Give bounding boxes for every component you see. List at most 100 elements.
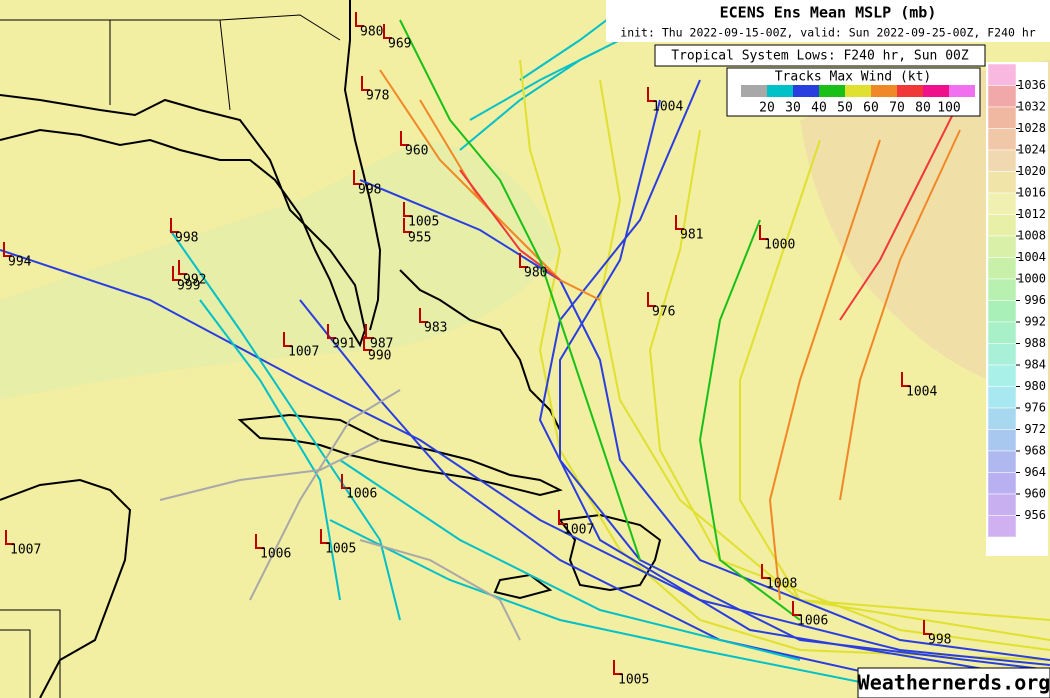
colorbar-swatch [987, 321, 1017, 344]
track [839, 99, 961, 321]
yucatan [0, 478, 132, 698]
colorbar-label: 964 [1024, 465, 1046, 479]
watermark: Weathernerds.org [858, 671, 1050, 695]
colorbar-label: 988 [1024, 336, 1046, 350]
low-symbol [383, 24, 392, 39]
low-symbol [361, 76, 370, 91]
gulf-coast [0, 94, 367, 348]
track [698, 219, 801, 621]
low-label: 1006 [797, 614, 828, 629]
wind-swatch [845, 85, 871, 97]
colorbar-swatch [987, 386, 1017, 409]
colorbar-label: 1004 [1017, 250, 1046, 264]
colorbar-swatch [987, 149, 1017, 172]
track [359, 179, 1050, 661]
wind-legend-title: Tracks Max Wind (kt) [775, 70, 932, 85]
colorbar-label: 972 [1024, 422, 1046, 436]
colorbar-swatch [987, 214, 1017, 237]
colorbar-swatch [987, 300, 1017, 323]
wind-swatch [897, 85, 923, 97]
track [339, 459, 801, 661]
low-label: 990 [368, 349, 391, 364]
low-label: 991 [332, 337, 355, 352]
colorbar-swatch [987, 493, 1017, 516]
track [379, 69, 561, 281]
low-label: 994 [8, 255, 32, 270]
track [648, 129, 1050, 651]
subtitle: init: Thu 2022-09-15-00Z, valid: Sun 202… [620, 26, 1035, 40]
colorbar-label: 980 [1024, 379, 1046, 393]
colorbar-swatch [987, 364, 1017, 387]
tracks [0, 9, 1050, 691]
wind-swatch [923, 85, 949, 97]
colorbar-swatch [987, 192, 1017, 215]
track [469, 49, 601, 121]
wind-label: 40 [811, 101, 827, 116]
track [538, 79, 1050, 681]
track [459, 169, 561, 281]
wind-swatch [793, 85, 819, 97]
colorbar-swatch [987, 472, 1017, 495]
low-symbol [353, 170, 362, 185]
low-symbol [419, 308, 428, 323]
low-label: 976 [652, 305, 675, 320]
low-label: 992 [183, 273, 206, 288]
low-symbol [403, 218, 412, 233]
low-symbol [327, 324, 336, 339]
colorbar-label: 976 [1024, 401, 1046, 415]
colorbar-swatch [987, 343, 1017, 366]
track [169, 229, 401, 621]
track [839, 129, 961, 501]
wind-label: 50 [837, 101, 853, 116]
low-label: 987 [370, 337, 393, 352]
low-symbol [403, 202, 412, 217]
low-label: 1006 [260, 547, 291, 562]
wind-label: 80 [915, 101, 931, 116]
low-symbol [363, 336, 372, 351]
colorbar-label: 1036 [1017, 78, 1046, 92]
watermark-box [857, 667, 1050, 698]
colorbar-swatch [987, 128, 1017, 151]
colorbar-swatch [987, 429, 1017, 452]
low-label: 999 [177, 279, 200, 294]
colorbar-label: 1028 [1017, 121, 1046, 135]
wind-label: 100 [937, 101, 960, 116]
colorbar-swatch [987, 407, 1017, 430]
low-label: 1005 [325, 542, 356, 557]
low-symbol [558, 510, 567, 525]
wind-swatch [741, 85, 767, 97]
colorbar-swatch [987, 257, 1017, 280]
track [768, 139, 881, 601]
low-label: 1007 [10, 543, 41, 558]
low-symbol [283, 332, 292, 347]
low-symbol [355, 12, 364, 27]
jamaica [493, 573, 553, 600]
track [399, 19, 641, 561]
colorbar-swatch [987, 85, 1017, 108]
lows-box [654, 44, 986, 67]
low-label: 980 [360, 25, 383, 40]
colorbar-swatch [987, 235, 1017, 258]
colorbar-label: 1012 [1017, 207, 1046, 221]
low-symbol [365, 324, 374, 339]
low-label: 1000 [764, 238, 795, 253]
colorbar-label: 968 [1024, 444, 1046, 458]
colorbar: 1036 1032 1028 1024 1020 1016 1012 1008 1004 1000… [987, 63, 1046, 538]
low-label: 955 [408, 231, 431, 246]
wind-label: 30 [785, 101, 801, 116]
colorbar-label: 1008 [1017, 229, 1046, 243]
state-borders [0, 14, 341, 698]
low-label: 969 [388, 37, 411, 52]
colorbar-label: 996 [1024, 293, 1046, 307]
wind-swatch [871, 85, 897, 97]
colorbar-label: 956 [1024, 508, 1046, 522]
wind-legend: 20 30 40 50 60 70 80 100 [741, 85, 975, 116]
track [0, 249, 1050, 666]
low-label: 1004 [652, 100, 683, 115]
low-label: 983 [424, 321, 447, 336]
colorbar-label: 960 [1024, 487, 1046, 501]
low-symbol [255, 534, 264, 549]
colorbar-label: 984 [1024, 358, 1046, 372]
borders [0, 14, 341, 698]
